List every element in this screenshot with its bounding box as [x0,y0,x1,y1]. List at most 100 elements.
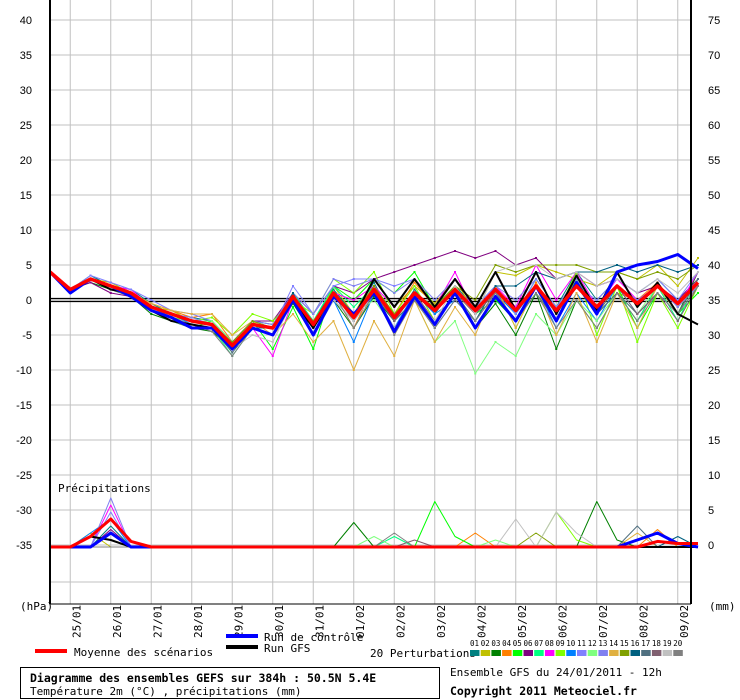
perturbation-14-point [514,327,517,329]
perturbation-14-point [454,306,456,308]
y-left-tick-label: 35 [20,50,32,62]
perturbation-14-point [393,355,396,357]
legend-gfs-swatch [226,645,258,649]
perturbation-16-point [616,264,618,266]
perturbation-swatch-04 [502,650,512,656]
perturbation-19-point [595,285,598,287]
perturbation-11-point [352,278,355,280]
perturbation-swatch-10 [566,650,576,656]
perturbation-swatch-17 [641,650,651,656]
perturbation-16-point [292,292,294,294]
perturbation-14-point [555,334,558,336]
x-tick-label: 26/01 [111,605,124,638]
perturbation-09-point [352,292,355,294]
perturbation-20-point [231,355,234,357]
perturbation-13-point [332,278,335,280]
left-unit: (hPa) [20,600,53,613]
perturbation-19-point [393,327,396,329]
x-tick-label: 30/01 [273,605,286,638]
y-right-tick-label: 15 [708,435,720,447]
perturbation-16-point [636,271,639,273]
perturbation-19-point [555,278,558,280]
y-left-tick-label: -15 [16,400,32,412]
perturbation-06-point [393,271,396,273]
perturbation-05-point [292,306,294,308]
y-left-tick-label: 30 [20,85,32,97]
perturbation-06-point [454,250,456,252]
perturbation-14-point [474,334,477,336]
y-right-tick-label: 55 [708,155,720,167]
perturbation-03-point [494,302,497,305]
perturbation-14-point [211,313,213,315]
perturbation-14-point [332,320,335,322]
perturbation-11-point [676,299,679,301]
perturbation-09-point [636,341,639,343]
perturbation-swatch-03 [491,650,501,656]
y-left-tick-label: 15 [20,190,32,202]
perturbation-19-point [271,341,274,343]
y-right-tick-label: 25 [708,365,720,377]
perturbation-03-point [150,313,153,315]
perturbation-14-point [636,327,639,329]
perturbation-swatch-15 [619,650,630,656]
perturbation-swatch-09 [555,650,566,656]
perturbation-19-point [454,285,456,287]
control-temp-line [48,253,699,351]
run-info: Ensemble GFS du 24/01/2011 - 12h [450,666,662,679]
perturbation-16-point [656,264,659,266]
perturbation-19-point [616,278,618,280]
x-tick-label: 29/01 [232,605,245,638]
perturbation-19-point [656,278,659,280]
perturbation-18-point [676,320,679,322]
perturbation-18-point [393,320,396,322]
x-tick-label: 04/02 [475,605,488,638]
x-tick-label: 09/02 [678,605,691,638]
perturbation-02-point [514,274,517,277]
perturbation-12-point [454,320,456,322]
perturbation-05-point [494,299,497,301]
perturbation-15-point [676,278,679,280]
perturbation-11-point [109,281,112,284]
perturbation-number: 14 [609,639,619,648]
perturbation-20-point [413,299,416,301]
x-tick-label: 01/02 [354,605,367,638]
perturbation-15-point [474,299,477,301]
perturbation-11-point [332,285,335,287]
perturbation-number: 03 [491,639,500,648]
perturbation-20-point [535,292,537,294]
x-tick-label: 05/02 [516,605,529,638]
perturbation-number: 01 [470,639,479,648]
perturbation-09-point [373,271,375,273]
perturbation-06-point [413,264,416,266]
x-tick-label: 08/02 [637,605,650,638]
perturbation-number: 15 [620,639,629,648]
y-right-tick-label: 60 [708,120,720,132]
perturbation-08-point [352,299,355,301]
y-right-tick-label: 40 [708,260,720,272]
perturbation-12-point [494,341,497,343]
perturbation-19-point [697,271,699,273]
perturbation-12-point [211,320,213,322]
title-box [20,667,440,699]
x-tick-label: 03/02 [435,605,448,638]
perturbation-03-point [373,295,375,298]
perturbation-13-point [676,306,679,308]
y-right-tick-label: 5 [708,505,714,517]
perturbation-number: 20 [673,639,683,648]
perturbation-20-point [616,292,618,294]
legend-perturbations-label: 20 Perturbations [370,647,476,660]
perturbation-15-point [575,264,578,266]
perturbation-20-point [474,320,477,322]
perturbation-01-point [413,288,416,291]
perturbation-14-point [595,341,598,343]
perturbation-13-point [555,306,558,308]
perturbation-swatch-05 [512,650,523,656]
x-tick-label: 28/01 [192,605,205,638]
perturbation-10-point [433,313,436,315]
y-left-tick-label: -25 [16,470,32,482]
perturbation-09-point [251,313,254,315]
perturbation-05-point [413,271,416,273]
perturbation-11-point [150,299,153,301]
x-tick-label: 31/01 [313,605,326,638]
y-left-tick-label: -20 [16,435,32,447]
